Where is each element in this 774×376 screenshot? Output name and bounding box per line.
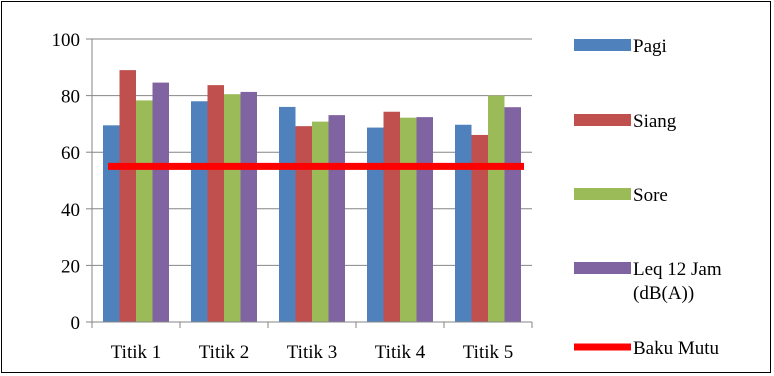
y-tick-label: 0 bbox=[71, 313, 81, 334]
bars bbox=[103, 70, 521, 323]
legend-label: Siang bbox=[633, 111, 677, 132]
y-tick-label: 40 bbox=[61, 200, 80, 221]
bar bbox=[136, 100, 153, 322]
bar bbox=[488, 95, 505, 322]
bar bbox=[312, 121, 329, 322]
bar bbox=[455, 124, 472, 323]
bar bbox=[207, 85, 224, 322]
bar bbox=[224, 94, 241, 322]
bar bbox=[240, 91, 257, 323]
legend-label: (dB(A)) bbox=[633, 283, 694, 304]
bar bbox=[400, 117, 417, 322]
legend-swatch bbox=[574, 188, 631, 200]
bar bbox=[119, 70, 136, 322]
bar bbox=[471, 134, 488, 322]
x-tick-label: Titik 4 bbox=[375, 342, 426, 363]
legend-label: Pagi bbox=[633, 36, 667, 57]
x-tick-label: Titik 3 bbox=[287, 342, 338, 363]
y-tick-label: 60 bbox=[61, 143, 80, 164]
bar bbox=[152, 82, 169, 322]
x-tick-label: Titik 2 bbox=[199, 342, 250, 363]
legend-swatch bbox=[574, 262, 631, 274]
legend-swatch bbox=[574, 39, 631, 51]
y-tick-label: 80 bbox=[61, 87, 80, 108]
legend: Pagi Siang Sore Leq 12 Jam (dB(A)) Baku Mutu bbox=[574, 36, 722, 359]
x-tick-label: Titik 5 bbox=[463, 342, 514, 363]
y-tick-label: 20 bbox=[61, 256, 80, 277]
bar bbox=[383, 111, 400, 322]
legend-label: Leq 12 Jam bbox=[633, 259, 722, 280]
bar bbox=[279, 106, 296, 322]
y-tick-label: 100 bbox=[52, 30, 81, 51]
bar bbox=[367, 127, 384, 322]
legend-label: Sore bbox=[633, 185, 668, 206]
legend-swatch bbox=[574, 114, 631, 126]
x-tick-label: Titik 1 bbox=[111, 342, 162, 363]
bar bbox=[416, 117, 433, 322]
bar bbox=[504, 107, 521, 322]
bar bbox=[295, 126, 312, 322]
legend-label: Baku Mutu bbox=[633, 338, 720, 359]
bar bbox=[103, 125, 120, 322]
axes: 0 20 40 60 80 100 Titik 1 Titik 2 Titik 3 Titik 4… bbox=[52, 30, 533, 363]
bar bbox=[191, 101, 208, 322]
bar bbox=[328, 115, 345, 322]
